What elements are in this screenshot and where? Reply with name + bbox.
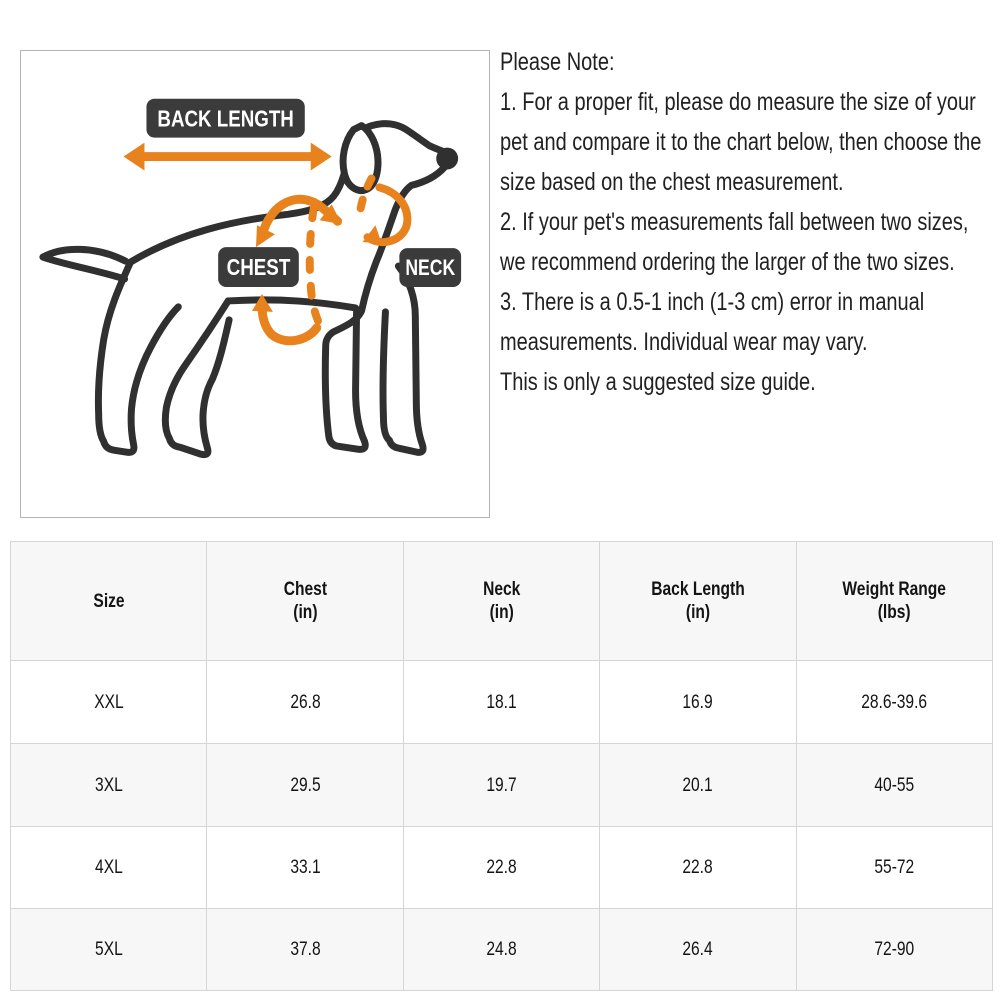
chest-arrowhead-bottom <box>252 293 273 312</box>
header-size: Size <box>9 541 208 661</box>
cell-weight-range: 55-72 <box>795 826 994 909</box>
cell-size: 3XL <box>9 743 208 827</box>
notes-title: Please Note: <box>500 48 615 76</box>
cell-weight-range: 72-90 <box>795 908 994 991</box>
cell-chest: 29.5 <box>206 743 404 827</box>
neck-girth-dashed <box>355 174 376 221</box>
cell-chest: 33.1 <box>206 826 404 909</box>
table-row: 5XL 37.8 24.8 26.4 72-90 <box>9 908 994 991</box>
neck-arrowhead <box>362 225 382 244</box>
cell-weight-range: 28.6-39.6 <box>795 660 994 744</box>
header-weight-range: Weight Range (lbs) <box>795 541 994 661</box>
measurement-diagram-box: BACK LENGTH CHEST NECK <box>20 50 490 518</box>
cell-back-length: 22.8 <box>599 826 797 909</box>
note-line: 2. If your pet's measurements fall betwe… <box>500 208 969 236</box>
dog-belly <box>224 296 360 312</box>
cell-neck: 18.1 <box>402 660 601 744</box>
cell-chest: 26.8 <box>206 660 404 744</box>
neck-badge-label: NECK <box>405 255 455 280</box>
header-chest: Chest (in) <box>206 541 404 661</box>
header-back-length: Back Length (in) <box>599 541 797 661</box>
cell-weight-range: 40-55 <box>795 743 994 827</box>
note-line: pet and compare it to the chart below, t… <box>500 128 982 156</box>
cell-back-length: 20.1 <box>599 743 797 827</box>
dog-outline <box>39 120 459 459</box>
cell-size: 5XL <box>9 908 208 991</box>
neck-badge <box>399 248 462 287</box>
dog-rear-leg-near <box>161 297 233 459</box>
chest-arc-bottom <box>257 301 322 346</box>
diagram-badges: BACK LENGTH CHEST NECK <box>146 98 462 287</box>
cell-neck: 22.8 <box>402 826 601 909</box>
size-chart-table: Size Chest (in) Neck (in) Back Length (in) … <box>9 541 994 991</box>
note-line: This is only a suggested size guide. <box>500 368 816 396</box>
back-length-arrowhead-left <box>123 142 145 171</box>
table-row: 4XL 33.1 22.8 22.8 55-72 <box>9 826 994 909</box>
chest-arrowhead-right <box>319 204 342 225</box>
cell-neck: 24.8 <box>402 908 601 991</box>
note-line: 3. There is a 0.5-1 inch (1-3 cm) error … <box>500 288 925 316</box>
cell-chest: 37.8 <box>206 908 404 991</box>
dog-illustration: BACK LENGTH CHEST NECK <box>39 98 462 459</box>
dog-tail <box>39 245 130 283</box>
table-row: 3XL 29.5 19.7 20.1 40-55 <box>9 743 994 827</box>
dog-front-leg-far <box>379 262 427 456</box>
chest-badge-label: CHEST <box>227 254 291 280</box>
cell-neck: 19.7 <box>402 743 601 827</box>
cell-back-length: 26.4 <box>599 908 797 991</box>
header-neck: Neck (in) <box>402 541 601 661</box>
chest-badge <box>218 247 299 287</box>
notes-block: Please Note: 1. For a proper fit, please… <box>500 42 1000 402</box>
size-chart-header-row: Size Chest (in) Neck (in) Back Length (in) … <box>9 541 994 661</box>
cell-back-length: 16.9 <box>599 660 797 744</box>
note-line: we recommend ordering the larger of the … <box>500 248 955 276</box>
cell-size: 4XL <box>9 826 208 909</box>
note-line: 1. For a proper fit, please do measure t… <box>500 88 976 116</box>
note-line: measurements. Individual wear may vary. <box>500 328 868 356</box>
note-line: size based on the chest measurement. <box>500 168 844 196</box>
dog-nose <box>436 147 459 170</box>
cell-size: XXL <box>9 660 208 744</box>
back-length-badge-label: BACK LENGTH <box>157 106 293 132</box>
dog-rear-leg-far <box>94 258 182 456</box>
chest-arrowhead-left <box>255 225 275 248</box>
back-length-arrowhead-right <box>310 142 332 171</box>
table-row: XXL 26.8 18.1 16.9 28.6-39.6 <box>9 660 994 744</box>
back-length-badge <box>146 98 305 138</box>
chest-girth-dashed <box>305 204 325 331</box>
measurement-marks <box>123 142 412 346</box>
